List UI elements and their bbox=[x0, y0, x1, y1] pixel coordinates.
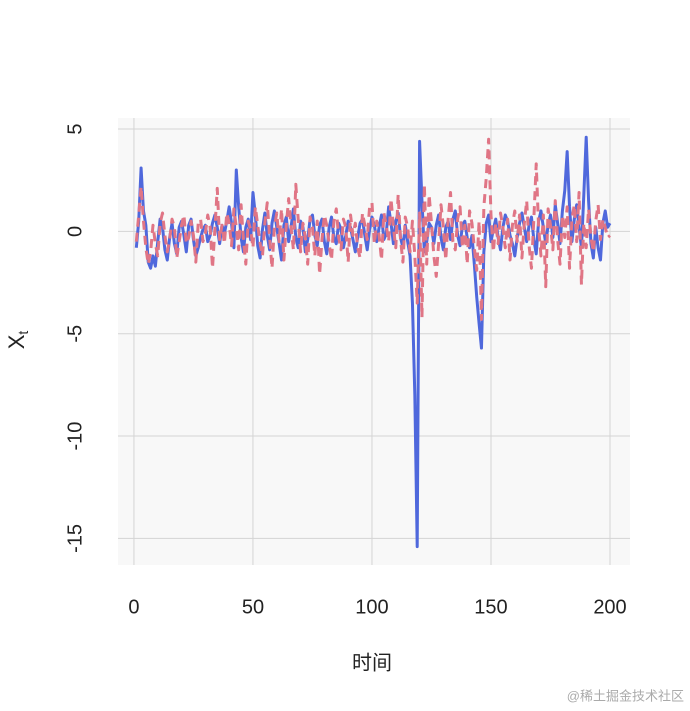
y-tick-label: -10 bbox=[64, 422, 86, 451]
y-tick-label: -15 bbox=[64, 524, 86, 553]
x-tick-label: 200 bbox=[593, 596, 626, 618]
lines bbox=[134, 135, 612, 549]
y-tick-label: 0 bbox=[64, 226, 86, 237]
x-tick-label: 50 bbox=[242, 596, 264, 618]
y-tick-label: -5 bbox=[64, 325, 86, 343]
x-tick-label: 100 bbox=[355, 596, 388, 618]
x-tick-label: 0 bbox=[128, 596, 139, 618]
x-tick-label: 150 bbox=[474, 596, 507, 618]
y-axis-label-main: X bbox=[4, 334, 29, 349]
y-tick-label: 5 bbox=[64, 123, 86, 134]
y-axis-label-sub: t bbox=[15, 331, 31, 335]
plot-panel bbox=[118, 118, 630, 565]
y-axis-label: Xt bbox=[4, 331, 31, 350]
watermark: @稀土掘金技术社区 bbox=[567, 688, 684, 703]
x-axis-label: 时间 bbox=[352, 651, 392, 674]
series-line bbox=[134, 137, 611, 321]
